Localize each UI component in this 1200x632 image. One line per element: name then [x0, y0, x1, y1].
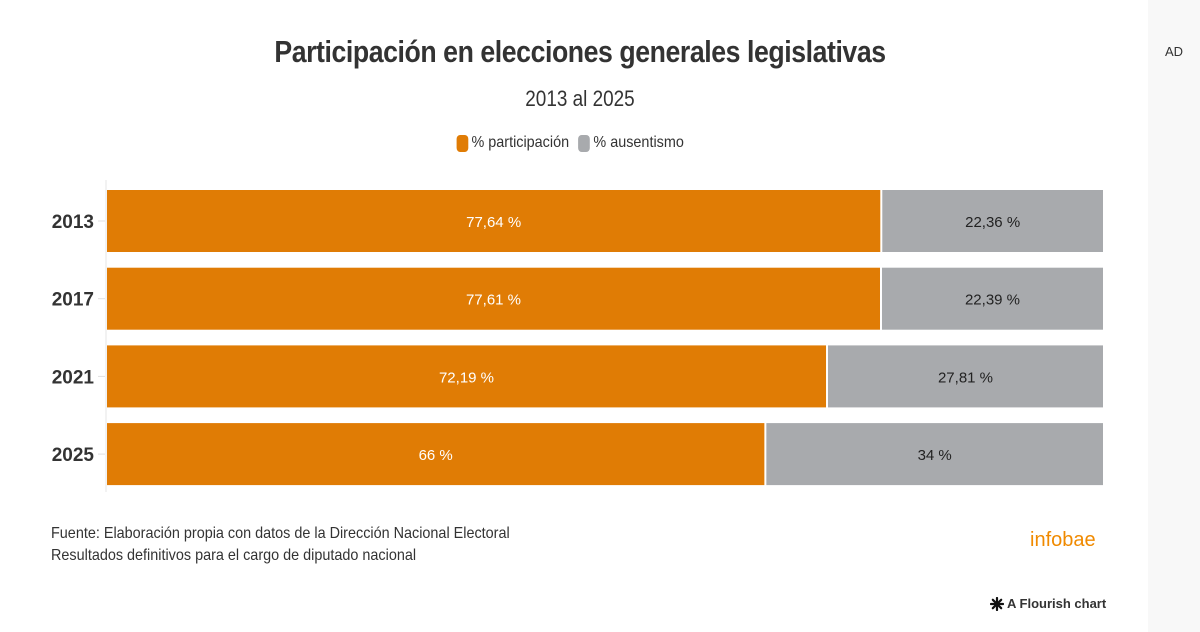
legend-item-ausentismo[interactable]: % ausentismo	[578, 134, 684, 152]
flourish-label: A Flourish chart	[1007, 596, 1107, 611]
data-label-participacion-2013: 77,64 %	[466, 214, 521, 231]
data-label-ausentismo-2021: 27,81 %	[938, 369, 993, 386]
y-tick-label-2025: 2025	[52, 445, 95, 466]
data-label-participacion-2021: 72,19 %	[439, 369, 494, 386]
bar-ausentismo-2021	[828, 345, 1103, 408]
legend-item-participacion[interactable]: % participación	[456, 134, 569, 152]
data-label-participacion-2025: 66 %	[419, 447, 453, 464]
chart-container: Participación en elecciones generales le…	[51, 34, 1107, 611]
legend-swatch-ausentismo	[578, 134, 590, 152]
chart-subtitle: 2013 al 2025	[525, 86, 635, 111]
bar-participacion-2021	[107, 345, 827, 408]
results-note: Resultados definitivos para el cargo de …	[51, 547, 417, 564]
data-label-ausentismo-2013: 22,36 %	[965, 214, 1020, 231]
data-label-ausentismo-2025: 34 %	[918, 447, 952, 464]
legend-swatch-participacion	[456, 134, 468, 152]
ad-label: AD	[1164, 44, 1184, 59]
side-ad-panel: AD	[1148, 0, 1200, 632]
y-tick-label-2021: 2021	[52, 367, 95, 388]
bar-ausentismo-2025	[766, 423, 1103, 486]
y-tick-label-2017: 2017	[52, 290, 94, 311]
chart-title: Participación en elecciones generales le…	[274, 34, 886, 69]
source-note: Fuente: Elaboración propia con datos de …	[51, 525, 510, 542]
footer-notes: Fuente: Elaboración propia con datos de …	[51, 523, 510, 567]
data-label-ausentismo-2017: 22,39 %	[965, 292, 1020, 309]
y-tick-label-2013: 2013	[52, 212, 94, 233]
bar-participacion-2017	[107, 267, 880, 330]
bar-participacion-2013	[107, 190, 881, 252]
legend-label-ausentismo: % ausentismo	[593, 134, 684, 151]
bar-ausentismo-2013	[882, 190, 1103, 252]
bar-participacion-2025	[107, 423, 765, 486]
bar-ausentismo-2017	[881, 267, 1103, 330]
legend: % participación % ausentismo	[57, 134, 1083, 152]
asterisk-icon	[990, 596, 1004, 611]
legend-label-participacion: % participación	[471, 134, 570, 151]
bar-chart: 2013 77,64 % 22,36 % 2017 77,61 % 22,39 % 2021…	[52, 180, 1103, 492]
data-label-participacion-2017: 77,61 %	[466, 292, 521, 309]
infobae-logo[interactable]: infobae	[1030, 529, 1096, 551]
flourish-credit[interactable]: A Flourish chart	[990, 596, 1106, 611]
